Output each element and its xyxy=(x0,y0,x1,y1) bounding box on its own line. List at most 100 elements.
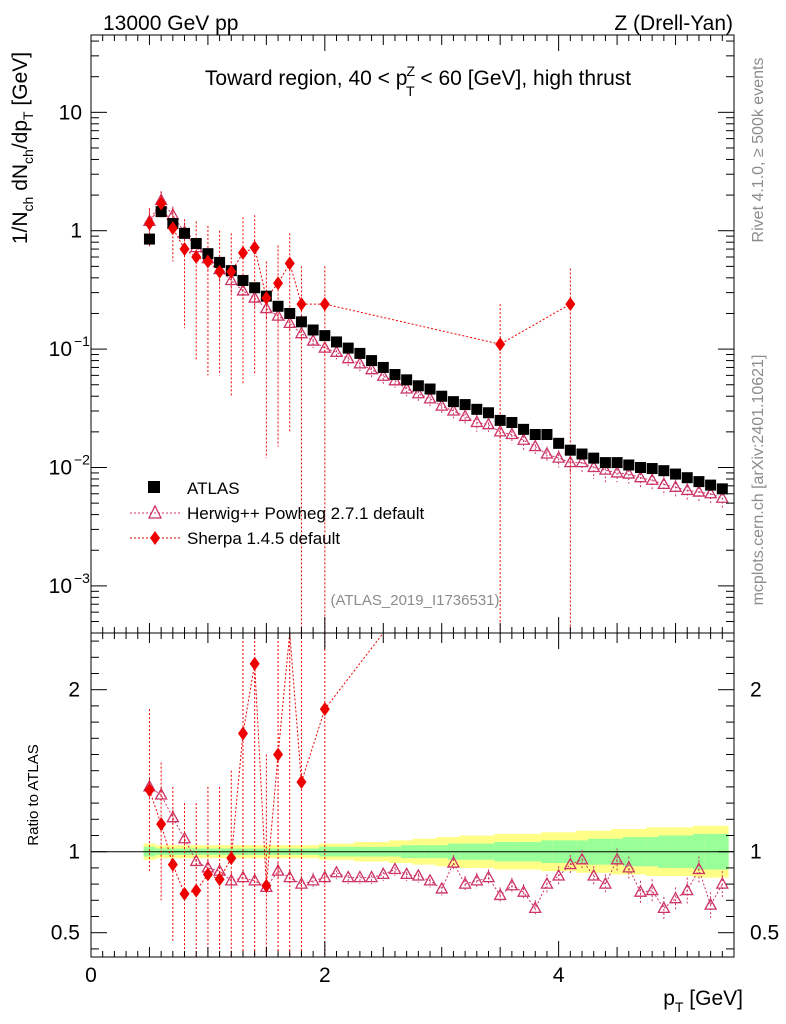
herwig-marker xyxy=(668,479,683,492)
plot-title: Toward region, 40 < pZ T < 60 [GeV], high… xyxy=(205,63,631,99)
atlas-marker xyxy=(272,300,284,312)
ratio-herwig-marker xyxy=(423,873,437,886)
ratio-herwig-marker xyxy=(704,897,718,910)
ratio-herwig-marker xyxy=(540,876,554,889)
legend-label-sherpa: Sherpa 1.4.5 default xyxy=(187,529,340,548)
atlas-marker xyxy=(588,452,600,464)
x-label-sub: T xyxy=(675,999,684,1015)
x-tick-label: 2 xyxy=(319,964,331,987)
ratio-sherpa-marker xyxy=(214,872,225,887)
atlas-marker xyxy=(366,355,378,367)
herwig-marker xyxy=(481,417,496,430)
atlas-marker xyxy=(634,461,646,473)
herwig-marker xyxy=(598,462,612,475)
herwig-marker xyxy=(493,424,507,437)
herwig-marker xyxy=(680,483,694,496)
sherpa-marker xyxy=(214,264,225,279)
ratio-herwig-marker xyxy=(528,901,542,914)
atlas-marker xyxy=(494,414,506,426)
ratio-sherpa-marker xyxy=(156,817,167,832)
y-tick-label-exponent: −1 xyxy=(74,333,90,349)
herwig-marker xyxy=(715,490,729,503)
ratio-herwig-marker xyxy=(388,862,402,875)
atlas-marker xyxy=(611,457,623,469)
ratio-y-tick-label: 2 xyxy=(68,679,80,702)
y-tick-label-exponent: −3 xyxy=(74,570,90,586)
atlas-marker xyxy=(319,330,331,342)
ratio-herwig-marker xyxy=(224,873,238,886)
atlas-marker xyxy=(693,476,705,488)
ratio-herwig-marker xyxy=(248,873,262,886)
header-right-label: Z (Drell-Yan) xyxy=(614,12,733,35)
ratio-herwig-marker xyxy=(364,870,379,883)
ratio-herwig-marker xyxy=(657,901,671,914)
ratio-herwig-marker xyxy=(715,876,729,889)
atlas-marker xyxy=(249,282,261,294)
atlas-marker xyxy=(424,383,436,395)
herwig-marker xyxy=(248,290,262,303)
herwig-line xyxy=(149,199,723,499)
herwig-marker xyxy=(446,403,461,416)
atlas-marker xyxy=(518,423,530,435)
ratio-sherpa-line xyxy=(148,632,384,895)
atlas-marker xyxy=(705,479,717,491)
herwig-marker xyxy=(657,477,671,490)
x-axis-label: pT [GeV] xyxy=(663,987,743,1015)
herwig-marker xyxy=(633,470,648,483)
y-tick-label: 10 xyxy=(49,456,72,479)
atlas-marker xyxy=(716,483,728,495)
ratio-herwig-marker xyxy=(446,855,461,868)
x-tick-label: 0 xyxy=(85,964,97,987)
ratio-sherpa-marker xyxy=(191,883,202,898)
sherpa-marker xyxy=(319,297,330,312)
side-label-top: Rivet 4.1.0, ≥ 500k events xyxy=(750,58,767,243)
sherpa-marker xyxy=(202,254,213,269)
sherpa-marker xyxy=(261,291,272,306)
ratio-sherpa-marker xyxy=(167,857,178,872)
y-tick-label: 10 xyxy=(49,338,72,361)
ratio-herwig-marker xyxy=(505,878,519,891)
y-tick-label: 10 xyxy=(49,575,72,598)
herwig-marker xyxy=(294,326,309,339)
herwig-marker xyxy=(411,386,425,399)
legend-label-herwig: Herwig++ Powheg 2.7.1 default xyxy=(187,504,424,523)
herwig-marker xyxy=(329,344,344,357)
ratio-plot-layer xyxy=(91,632,734,957)
legend: ATLAS Herwig++ Powheg 2.7.1 default Sher… xyxy=(130,479,424,548)
atlas-marker xyxy=(471,403,483,415)
atlas-marker xyxy=(143,233,155,245)
ratio-y-axis-label: Ratio to ATLAS xyxy=(25,744,42,845)
atlas-marker xyxy=(179,227,191,239)
atlas-marker xyxy=(377,361,389,373)
ratio-herwig-marker xyxy=(154,787,168,800)
sherpa-marker xyxy=(249,240,260,255)
ratio-sherpa-marker xyxy=(296,775,307,790)
ratio-herwig-marker xyxy=(633,884,648,897)
sherpa-line xyxy=(149,202,571,345)
sherpa-marker xyxy=(167,221,178,236)
herwig-marker xyxy=(563,455,577,468)
atlas-marker xyxy=(506,416,518,428)
ratio-herwig-marker xyxy=(622,860,636,873)
ratio-sherpa-marker xyxy=(202,867,213,882)
atlas-marker xyxy=(389,369,401,381)
y-label-sub-3: T xyxy=(20,111,36,120)
legend-marker-sherpa xyxy=(150,531,160,545)
herwig-marker xyxy=(552,450,566,463)
y-label-part-1: 1/N xyxy=(9,211,32,244)
ratio-herwig-marker xyxy=(411,868,425,881)
ratio-sherpa-marker xyxy=(273,747,284,762)
herwig-marker xyxy=(470,415,484,428)
atlas-marker xyxy=(529,428,541,440)
herwig-marker xyxy=(704,486,718,499)
herwig-marker xyxy=(364,362,379,375)
ratio-herwig-marker xyxy=(294,876,309,889)
ratio-herwig-marker xyxy=(166,810,180,823)
ratio-sherpa-marker xyxy=(237,726,248,741)
ratio-herwig-marker xyxy=(552,868,566,881)
ratio-herwig-marker xyxy=(680,883,694,896)
atlas-marker xyxy=(401,374,413,386)
ratio-herwig-marker xyxy=(481,870,496,883)
